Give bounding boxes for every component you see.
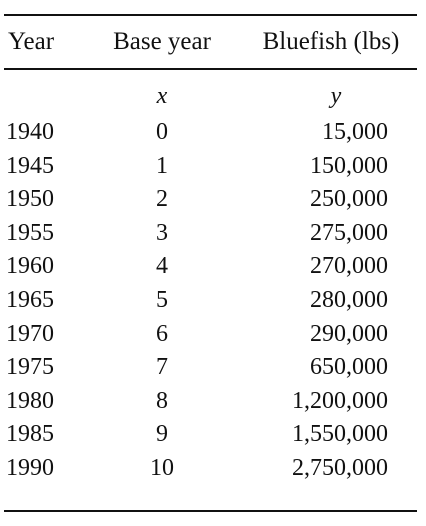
cell-year: 1960 [6,253,54,280]
cell-base-year: 7 [156,354,168,381]
table-row: 1985 9 1,550,000 [0,418,426,452]
cell-bluefish: 1,200,000 [292,387,388,414]
cell-base-year: 1 [156,152,168,179]
table-row: 1970 6 290,000 [0,318,426,352]
table-header: Year Base year Bluefish (lbs) [0,20,426,64]
cell-base-year: 4 [156,253,168,280]
cell-year: 1980 [6,387,54,414]
cell-base-year: 5 [156,286,168,313]
cell-bluefish: 1,550,000 [292,421,388,448]
table-row: 1975 7 650,000 [0,351,426,385]
cell-year: 1985 [6,421,54,448]
cell-bluefish: 270,000 [310,253,388,280]
header-year: Year [8,28,55,55]
variable-row: x y [0,80,426,112]
cell-bluefish: 15,000 [322,119,388,145]
cell-year: 1975 [6,354,54,381]
table-row: 1945 1 150,000 [0,150,426,184]
cell-base-year: 10 [150,454,174,481]
cell-bluefish: 290,000 [310,320,388,347]
header-base-year: Base year [113,28,211,55]
table-row: 1980 8 1,200,000 [0,385,426,419]
cell-bluefish: 2,750,000 [292,454,388,481]
cell-year: 1955 [6,219,54,246]
variable-y: y [330,83,342,109]
cell-base-year: 9 [156,421,168,448]
cell-bluefish: 280,000 [310,286,388,313]
table-row: 1950 2 250,000 [0,183,426,217]
header-rule [4,68,417,70]
cell-bluefish: 250,000 [310,186,388,213]
cell-year: 1945 [6,152,54,179]
cell-year: 1990 [6,454,54,481]
table-body: 1940 0 15,000 1945 1 150,000 1950 2 250,… [0,116,426,486]
cell-year: 1965 [6,286,54,313]
table-row: 1990 10 2,750,000 [0,452,426,486]
cell-base-year: 0 [156,119,168,145]
cell-year: 1940 [6,119,54,145]
header-bluefish: Bluefish (lbs) [262,28,400,55]
cell-bluefish: 650,000 [310,354,388,381]
cell-bluefish: 150,000 [310,152,388,179]
table-row: 1960 4 270,000 [0,250,426,284]
cell-year: 1970 [6,320,54,347]
cell-base-year: 3 [156,219,168,246]
table-row: 1940 0 15,000 [0,116,426,150]
table-row: 1955 3 275,000 [0,217,426,251]
cell-base-year: 6 [156,320,168,347]
cell-bluefish: 275,000 [310,219,388,246]
table-row: 1965 5 280,000 [0,284,426,318]
top-rule [4,14,417,16]
cell-year: 1950 [6,186,54,213]
bottom-rule [4,510,417,512]
cell-base-year: 2 [156,186,168,213]
cell-base-year: 8 [156,387,168,414]
variable-x: x [156,83,168,109]
